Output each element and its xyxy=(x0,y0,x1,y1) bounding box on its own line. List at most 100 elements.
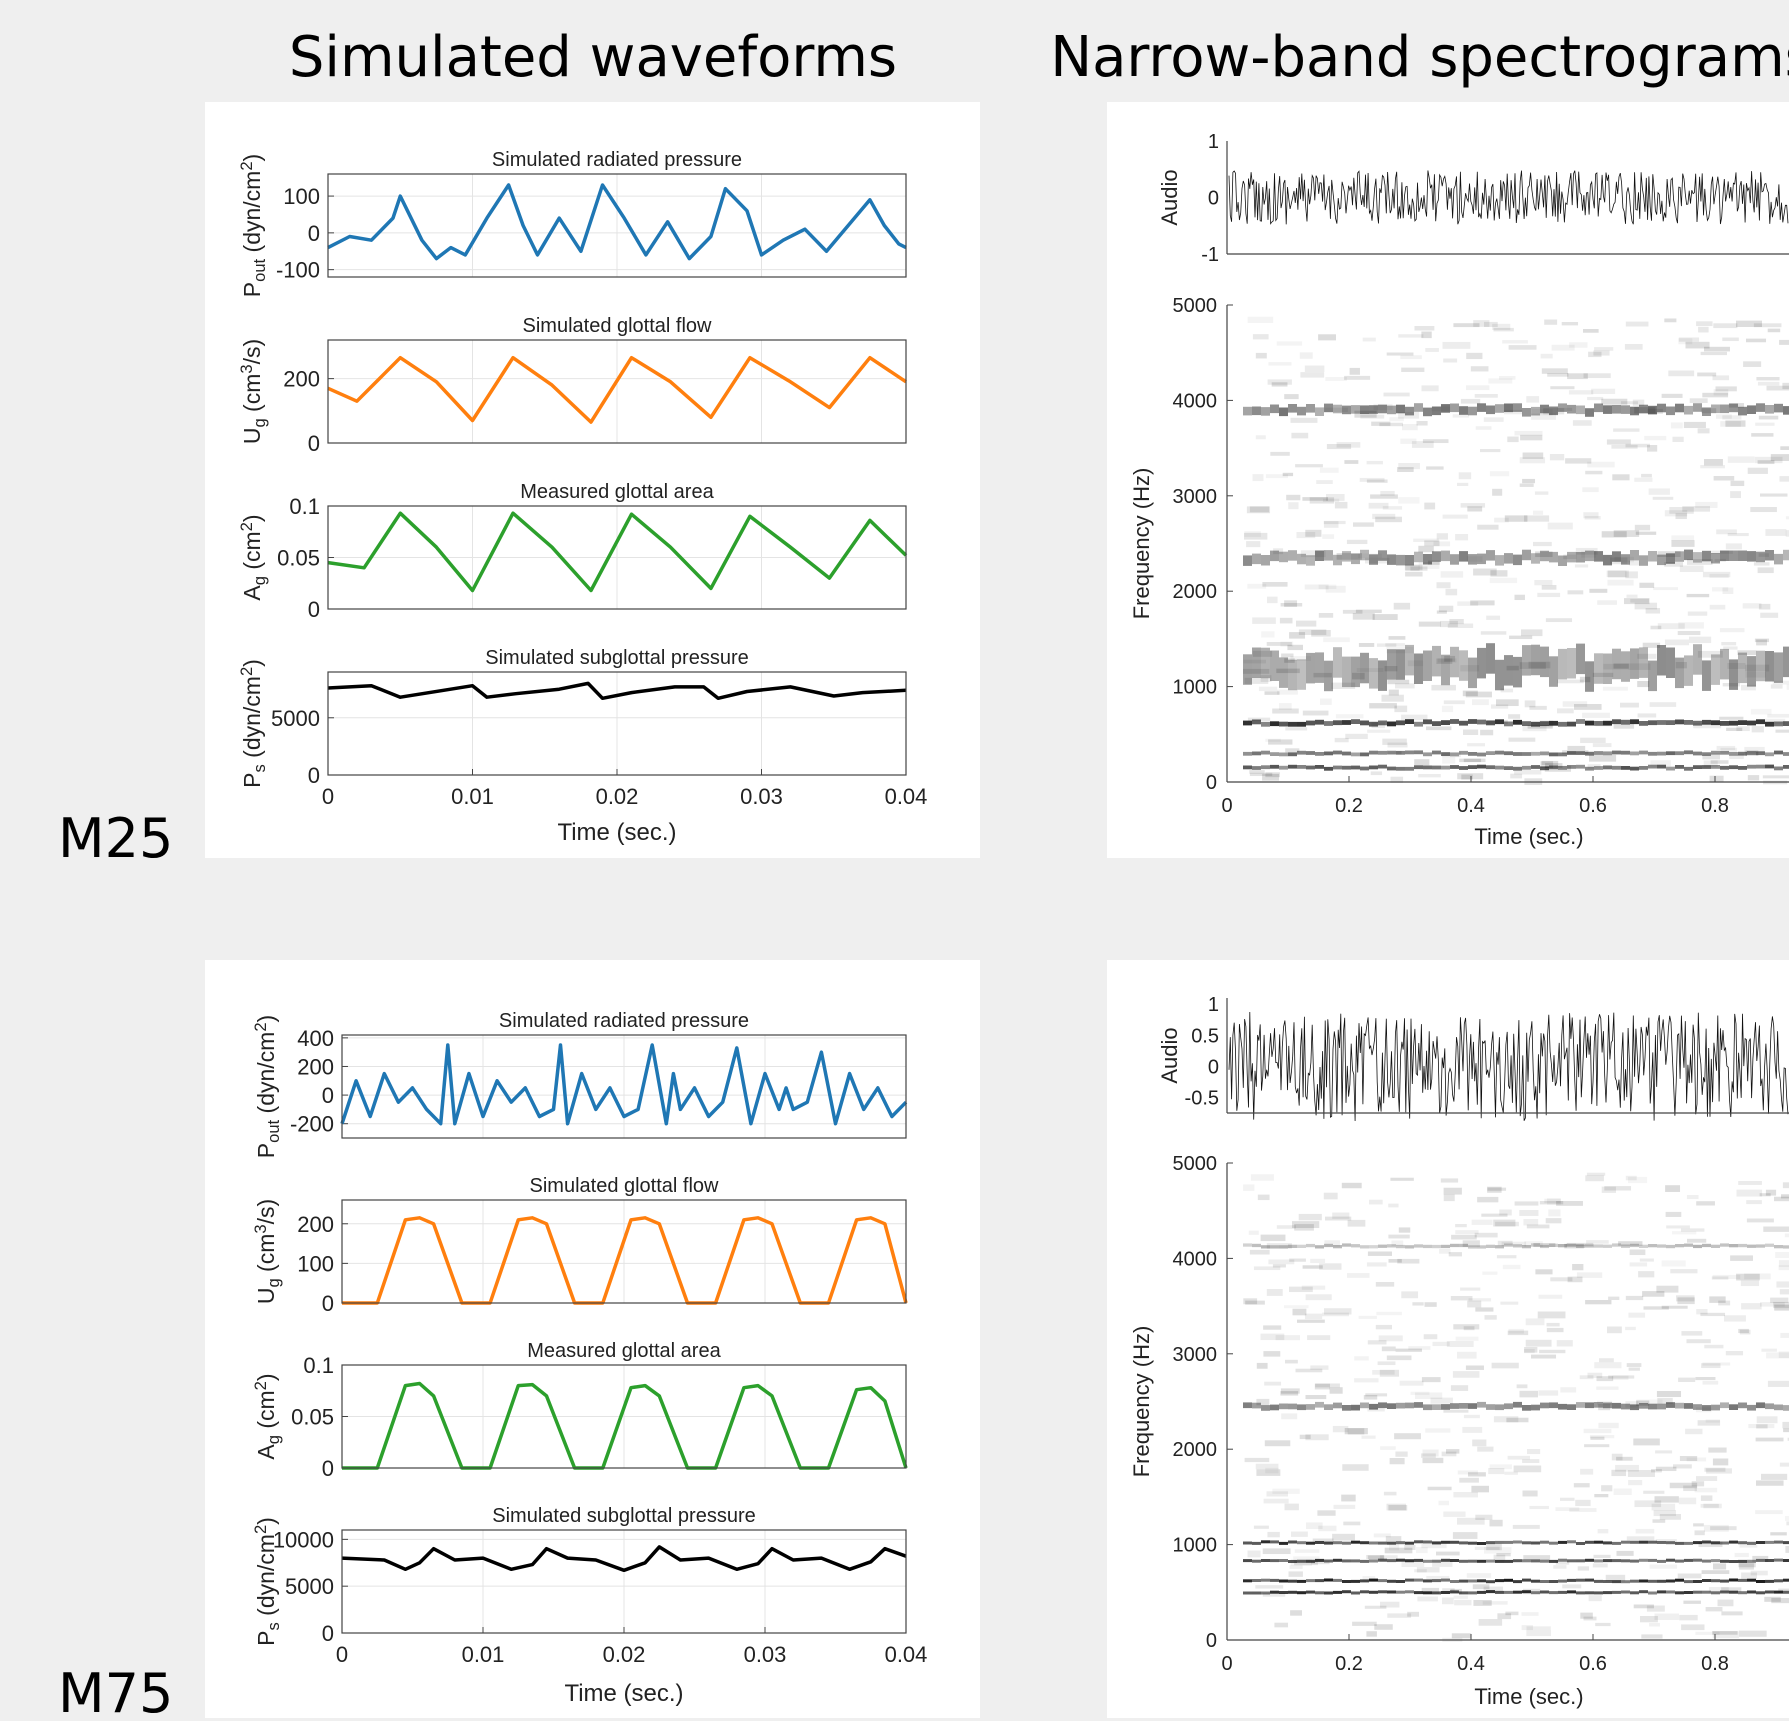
noise-patch xyxy=(1262,582,1288,587)
noise-patch xyxy=(1583,512,1599,519)
noise-patch xyxy=(1522,1459,1540,1463)
noise-patch xyxy=(1597,600,1617,605)
band-patch xyxy=(1522,1578,1531,1582)
noise-patch xyxy=(1700,465,1725,469)
band-patch xyxy=(1693,1404,1702,1410)
band-patch xyxy=(1684,1580,1693,1584)
noise-patch xyxy=(1585,1300,1612,1305)
axis-label-y: Ag (cm2) xyxy=(237,514,269,600)
noise-patch xyxy=(1637,713,1657,718)
noise-patch xyxy=(1368,1555,1385,1560)
noise-patch xyxy=(1681,1624,1705,1631)
noise-patch xyxy=(1541,585,1557,590)
band-patch xyxy=(1351,1579,1360,1583)
band-patch xyxy=(1306,652,1315,684)
band-patch xyxy=(1549,1541,1558,1545)
noise-patch xyxy=(1683,1485,1697,1492)
noise-patch xyxy=(1647,445,1658,452)
band-patch xyxy=(1306,1579,1315,1583)
band-patch xyxy=(1297,659,1306,690)
band-patch xyxy=(1657,1559,1666,1563)
noise-patch xyxy=(1785,1546,1789,1553)
noise-patch xyxy=(1655,1466,1677,1472)
band-patch xyxy=(1612,1590,1621,1594)
subplot-title: Simulated subglottal pressure xyxy=(485,647,748,669)
noise-patch xyxy=(1372,513,1396,520)
noise-patch xyxy=(1722,415,1742,420)
noise-patch xyxy=(1780,1332,1789,1338)
noise-patch xyxy=(1322,498,1340,503)
band-patch xyxy=(1486,751,1495,755)
noise-patch xyxy=(1382,738,1407,745)
band-patch xyxy=(1387,554,1396,565)
noise-patch xyxy=(1463,1414,1480,1419)
noise-patch xyxy=(1370,771,1383,776)
noise-patch xyxy=(1583,329,1599,333)
band-patch xyxy=(1612,405,1621,414)
band-patch xyxy=(1765,764,1774,769)
band-patch xyxy=(1756,719,1765,725)
noise-patch xyxy=(1697,428,1710,434)
noise-patch xyxy=(1266,642,1292,646)
noise-patch xyxy=(1750,1570,1768,1576)
noise-patch xyxy=(1496,1553,1511,1557)
noise-patch xyxy=(1721,1587,1742,1592)
noise-patch xyxy=(1650,760,1671,767)
noise-patch xyxy=(1261,631,1275,638)
noise-patch xyxy=(1584,1444,1610,1448)
noise-patch xyxy=(1730,480,1745,487)
band-patch xyxy=(1630,1579,1639,1583)
band-patch xyxy=(1243,765,1252,770)
band-patch xyxy=(1621,554,1630,565)
noise-patch xyxy=(1405,565,1420,571)
band-patch xyxy=(1486,1541,1495,1545)
band-patch xyxy=(1549,1402,1558,1409)
noise-patch xyxy=(1766,1352,1789,1359)
band-patch xyxy=(1603,751,1612,756)
band-patch xyxy=(1315,1245,1324,1249)
band-patch xyxy=(1558,1403,1567,1410)
noise-patch xyxy=(1683,421,1706,429)
band-patch xyxy=(1648,1579,1657,1583)
noise-patch xyxy=(1765,529,1787,536)
band-patch xyxy=(1504,655,1513,686)
noise-patch xyxy=(1496,699,1519,707)
noise-patch xyxy=(1713,323,1738,329)
noise-patch xyxy=(1493,1219,1516,1227)
noise-patch xyxy=(1439,1248,1451,1254)
noise-patch xyxy=(1524,1349,1535,1354)
band-patch xyxy=(1396,766,1405,771)
noise-patch xyxy=(1507,1330,1529,1336)
noise-patch xyxy=(1601,1186,1616,1193)
noise-patch xyxy=(1562,701,1588,707)
noise-patch xyxy=(1442,1597,1454,1605)
band-patch xyxy=(1414,1578,1423,1582)
noise-patch xyxy=(1779,1462,1789,1467)
noise-patch xyxy=(1639,582,1655,588)
noise-patch xyxy=(1651,1503,1676,1511)
noise-patch xyxy=(1539,1349,1566,1354)
noise-patch xyxy=(1292,1308,1307,1316)
axes-box xyxy=(327,505,907,610)
noise-patch xyxy=(1630,598,1649,603)
band-patch xyxy=(1378,404,1387,414)
band-patch xyxy=(1675,551,1684,562)
noise-patch xyxy=(1294,1549,1320,1553)
band-patch xyxy=(1459,406,1468,415)
series-line xyxy=(327,511,908,593)
band-patch xyxy=(1297,750,1306,755)
band-patch xyxy=(1324,403,1333,413)
noise-patch xyxy=(1757,567,1774,574)
band-patch xyxy=(1243,654,1252,685)
band-patch xyxy=(1297,1591,1306,1595)
row-label-m75: M75 xyxy=(58,1662,173,1721)
noise-patch xyxy=(1268,362,1292,366)
tick-label-y: -100 xyxy=(276,258,320,283)
noise-patch xyxy=(1395,683,1415,689)
noise-patch xyxy=(1414,759,1430,766)
band-patch xyxy=(1459,1403,1468,1409)
band-patch xyxy=(1288,1403,1297,1410)
band-patch xyxy=(1576,719,1585,724)
noise-patch xyxy=(1404,564,1423,571)
noise-patch xyxy=(1298,1213,1322,1221)
